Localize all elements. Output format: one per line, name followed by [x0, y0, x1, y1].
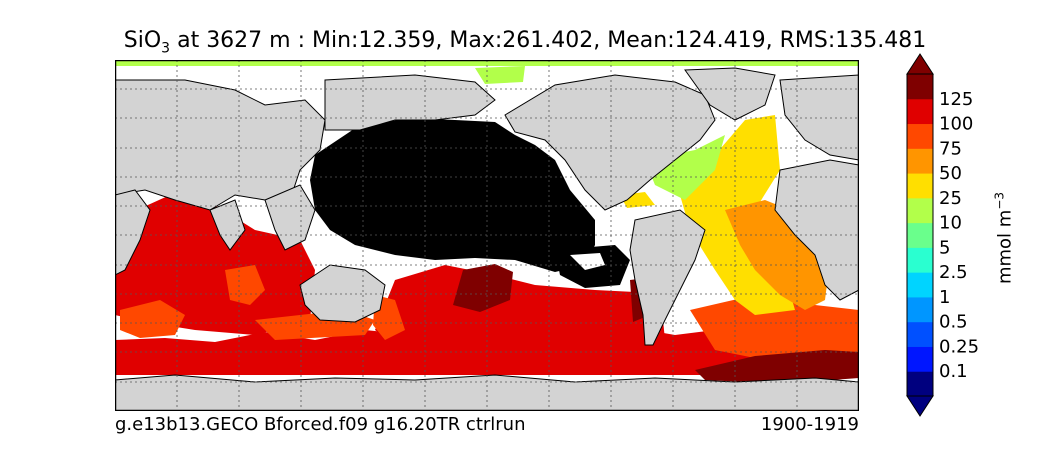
- south-pacific-red: [375, 265, 635, 365]
- colorbar-segment: [907, 148, 933, 174]
- north-pacific-black: [310, 118, 595, 272]
- arctic-patch-central: [475, 66, 525, 84]
- landmass-europe-right: [779, 74, 859, 161]
- colorbar-extend-min: [906, 395, 934, 417]
- graticule: [115, 60, 859, 411]
- colorbar-tick-label: 75: [939, 138, 962, 159]
- title-variable: SiO: [123, 28, 162, 53]
- colorbar-tick-label: 100: [939, 114, 973, 135]
- landmass-greenland: [684, 67, 776, 121]
- colorbar-segment: [907, 272, 933, 298]
- colorbar-tick-label: 1: [939, 287, 950, 308]
- colorbar-segment: [907, 247, 933, 273]
- colorbar-segment: [907, 173, 933, 199]
- colorbar-tick-label: 0.25: [939, 336, 979, 357]
- colorbar-units-label: mmol m−3: [993, 192, 1016, 284]
- ocean-map: [115, 60, 859, 411]
- colorbar-tick-label: 2.5: [939, 262, 968, 283]
- map-frame: [115, 60, 859, 411]
- colorbar-segment: [907, 371, 933, 397]
- units-text: mmol m: [994, 209, 1016, 285]
- landmass-africa-left: [115, 189, 151, 276]
- colorbar-segment: [907, 123, 933, 149]
- landmass-asia-ne: [324, 74, 496, 131]
- title-stats: at 3627 m : Min:12.359, Max:261.402, Mea…: [170, 28, 927, 53]
- indian-orange-south: [225, 265, 265, 305]
- colorbar-segment: [907, 98, 933, 125]
- colorbar-tick-label: 0.1: [939, 361, 968, 382]
- landmass-india: [209, 199, 246, 251]
- colorbar-tick-label: 125: [939, 89, 973, 110]
- landmass-se-asia: [264, 184, 316, 251]
- colorbar-segment: [907, 296, 933, 323]
- colorbar-segment: [907, 222, 933, 248]
- landmass-australia: [299, 264, 386, 323]
- weddell-darkred-patch: [695, 350, 859, 382]
- run-label: g.e13b13.GECO Bforced.f09 g16.20TR ctrlr…: [115, 414, 526, 435]
- units-exponent: −3: [992, 191, 1007, 210]
- colorbar-segment: [907, 197, 933, 224]
- colorbar-tick-label: 50: [939, 163, 962, 184]
- arctic-strip: [115, 60, 859, 66]
- period-label: 1900-1919: [760, 414, 859, 435]
- colorbar: 0.1 0.25 0.5 1 2.5 5 10 25 50 75 100 125: [906, 53, 979, 417]
- indian-orange-west: [120, 300, 185, 338]
- pacific-darkred-patch: [453, 264, 513, 312]
- south-atlantic-red: [690, 295, 859, 360]
- title-subscript: 3: [161, 40, 171, 57]
- landmass-asia-west: [115, 79, 326, 211]
- black-gap-1: [570, 253, 605, 270]
- landmass-south-america: [629, 209, 706, 346]
- landmass-africa-right: [774, 159, 859, 301]
- colorbar-tick-label: 5: [939, 237, 950, 258]
- colorbar-extend-max: [906, 53, 934, 75]
- colorbar-frame: [906, 73, 934, 397]
- colorbar-segment: [907, 321, 933, 347]
- north-atlantic-yellowgreen: [645, 135, 725, 200]
- colorbar-segment: [907, 74, 933, 100]
- colorbar-segment: [907, 346, 933, 372]
- plot-title: SiO3 at 3627 m : Min:12.359, Max:261.402…: [0, 28, 1050, 56]
- colorbar-tick-label: 0.5: [939, 312, 968, 333]
- colorbar-tick-label: 10: [939, 213, 962, 234]
- landmass-north-america: [504, 74, 716, 211]
- colorbar-tick-label: 25: [939, 188, 962, 209]
